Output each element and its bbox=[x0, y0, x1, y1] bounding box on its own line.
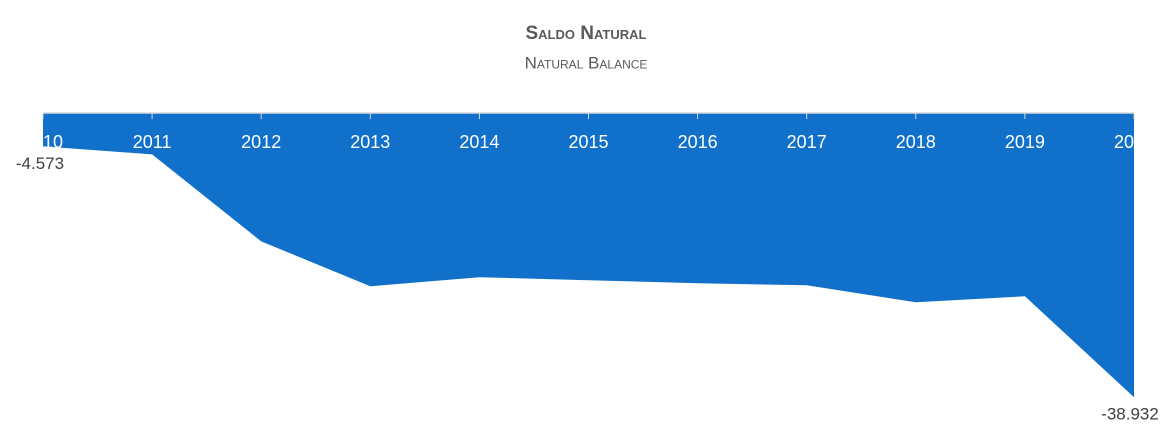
x-tick-label: 2019 bbox=[1005, 132, 1045, 152]
x-tick-label: 2011 bbox=[133, 132, 172, 152]
x-tick-label: 2017 bbox=[787, 132, 827, 152]
chart-subtitle: Natural Balance bbox=[525, 53, 648, 72]
x-tick-label: 2010 bbox=[23, 132, 63, 152]
data-label: -4.573 bbox=[16, 154, 64, 173]
chart-title: Saldo Natural bbox=[526, 23, 647, 44]
x-tick-label: 2013 bbox=[350, 132, 390, 152]
x-tick-label: 2015 bbox=[568, 132, 608, 152]
x-tick-label: 2016 bbox=[678, 132, 718, 152]
x-tick-label: 2018 bbox=[896, 132, 936, 152]
x-tick-label: 2014 bbox=[459, 132, 499, 152]
data-label: -38.932 bbox=[1101, 405, 1159, 424]
x-tick-label: 2020 bbox=[1114, 132, 1154, 152]
area bbox=[43, 113, 1134, 398]
x-labels: 2010 2011 2012 2013 2014 2015 2016 2017 2018 2019… bbox=[23, 132, 1154, 152]
x-tick-label: 2012 bbox=[241, 132, 281, 152]
